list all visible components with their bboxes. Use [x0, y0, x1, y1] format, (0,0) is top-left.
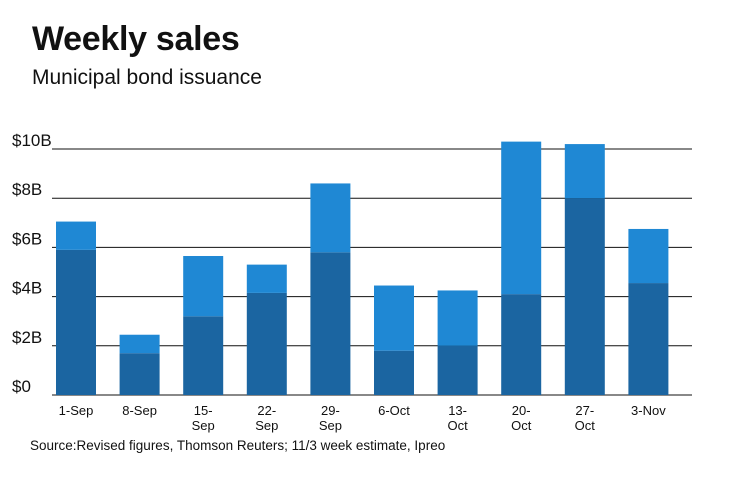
x-tick-label: 13-Oct	[447, 403, 468, 433]
x-tick-label: 20-Oct	[511, 403, 532, 433]
bar-segment-top	[564, 144, 605, 199]
y-tick-label: $2B	[12, 328, 42, 347]
y-tick-label: $10B	[12, 131, 52, 150]
bar-segment-base	[246, 292, 287, 395]
bar-segment-base	[56, 249, 96, 395]
x-tick-label: 3-Nov	[631, 403, 666, 418]
y-tick-label: $8B	[12, 180, 42, 199]
bar-segment-base	[437, 345, 478, 395]
x-tick-label: 8-Sep	[122, 403, 157, 418]
bars	[56, 141, 669, 395]
bar-segment-base	[183, 316, 224, 395]
bar-segment-top	[56, 221, 96, 250]
x-tick-label: 22-Sep	[255, 403, 278, 433]
chart-subtitle: Municipal bond issuance	[32, 66, 262, 89]
y-tick-label: $6B	[12, 229, 42, 248]
bar-segment-top	[310, 183, 351, 253]
x-tick-label: 6-Oct	[378, 403, 410, 418]
bar-segment-top	[119, 334, 160, 354]
bar-segment-top	[628, 228, 669, 284]
x-tick-label: 29-Sep	[319, 403, 342, 433]
y-axis-ticks: $0 $2B $4B $6B $8B $10B	[12, 131, 52, 396]
bar-segment-base	[119, 353, 160, 395]
x-tick-label: 27-Oct	[575, 403, 596, 433]
x-tick-label: 1-Sep	[59, 403, 94, 418]
bar-segment-base	[628, 283, 669, 395]
x-axis-ticks: 1-Sep 8-Sep 15-Sep 22-Sep 29-Sep 6-Oct 13-Oct 2…	[59, 403, 667, 433]
bar-segment-top	[437, 290, 478, 346]
bar-segment-top	[246, 264, 287, 293]
bar-segment-base	[501, 294, 542, 395]
bar-segment-base	[564, 198, 605, 395]
bar-segment-top	[501, 141, 542, 295]
bar-segment-top	[374, 285, 414, 351]
y-tick-label: $0	[12, 377, 31, 396]
source-note: Source:Revised figures, Thomson Reuters;…	[30, 438, 446, 453]
y-tick-label: $4B	[12, 279, 42, 298]
bar-segment-base	[374, 350, 414, 395]
x-tick-label: 15-Sep	[192, 403, 215, 433]
chart-title: Weekly sales	[32, 20, 240, 58]
bar-segment-base	[310, 252, 351, 395]
bar-segment-top	[183, 256, 224, 317]
